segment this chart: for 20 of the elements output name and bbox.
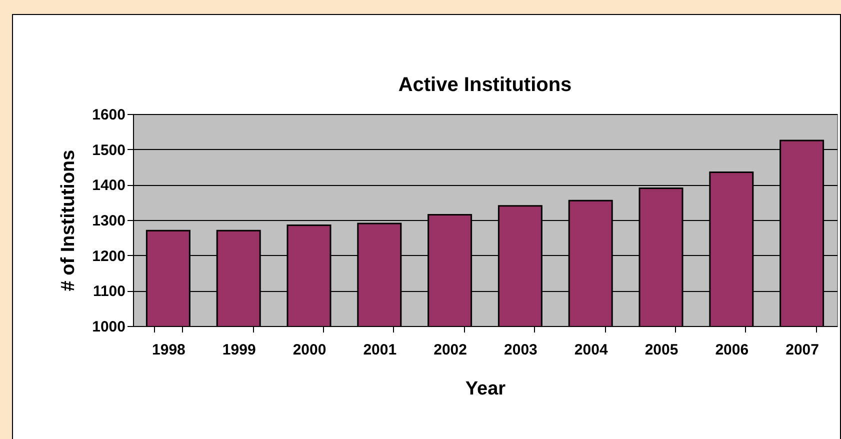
x-tick-label: 2007 (786, 342, 819, 358)
x-tick-label: 2004 (574, 342, 608, 358)
x-tick-label: 1999 (222, 342, 256, 358)
x-tick-label: 2000 (292, 342, 326, 358)
y-axis-title: # of Institutions (58, 150, 80, 292)
y-tick-label: 1000 (92, 318, 126, 336)
x-tick-label: 2001 (363, 342, 397, 358)
x-tick-label: 2003 (504, 342, 538, 358)
y-tick-label: 1200 (92, 248, 126, 265)
x-tick-label: 2005 (644, 342, 678, 358)
y-tick-label: 1400 (92, 177, 126, 194)
x-tick-label: 2002 (434, 342, 467, 358)
chart-title: Active Institutions (398, 74, 572, 96)
x-axis-title: Year (465, 378, 506, 400)
x-tick-label: 2006 (715, 342, 749, 358)
x-tick-label: 1998 (152, 342, 186, 358)
y-tick-label: 1500 (92, 142, 126, 159)
y-tick-label: 1300 (92, 212, 126, 230)
y-tick-label: 1600 (92, 106, 126, 124)
y-tick-label: 1100 (92, 283, 126, 300)
